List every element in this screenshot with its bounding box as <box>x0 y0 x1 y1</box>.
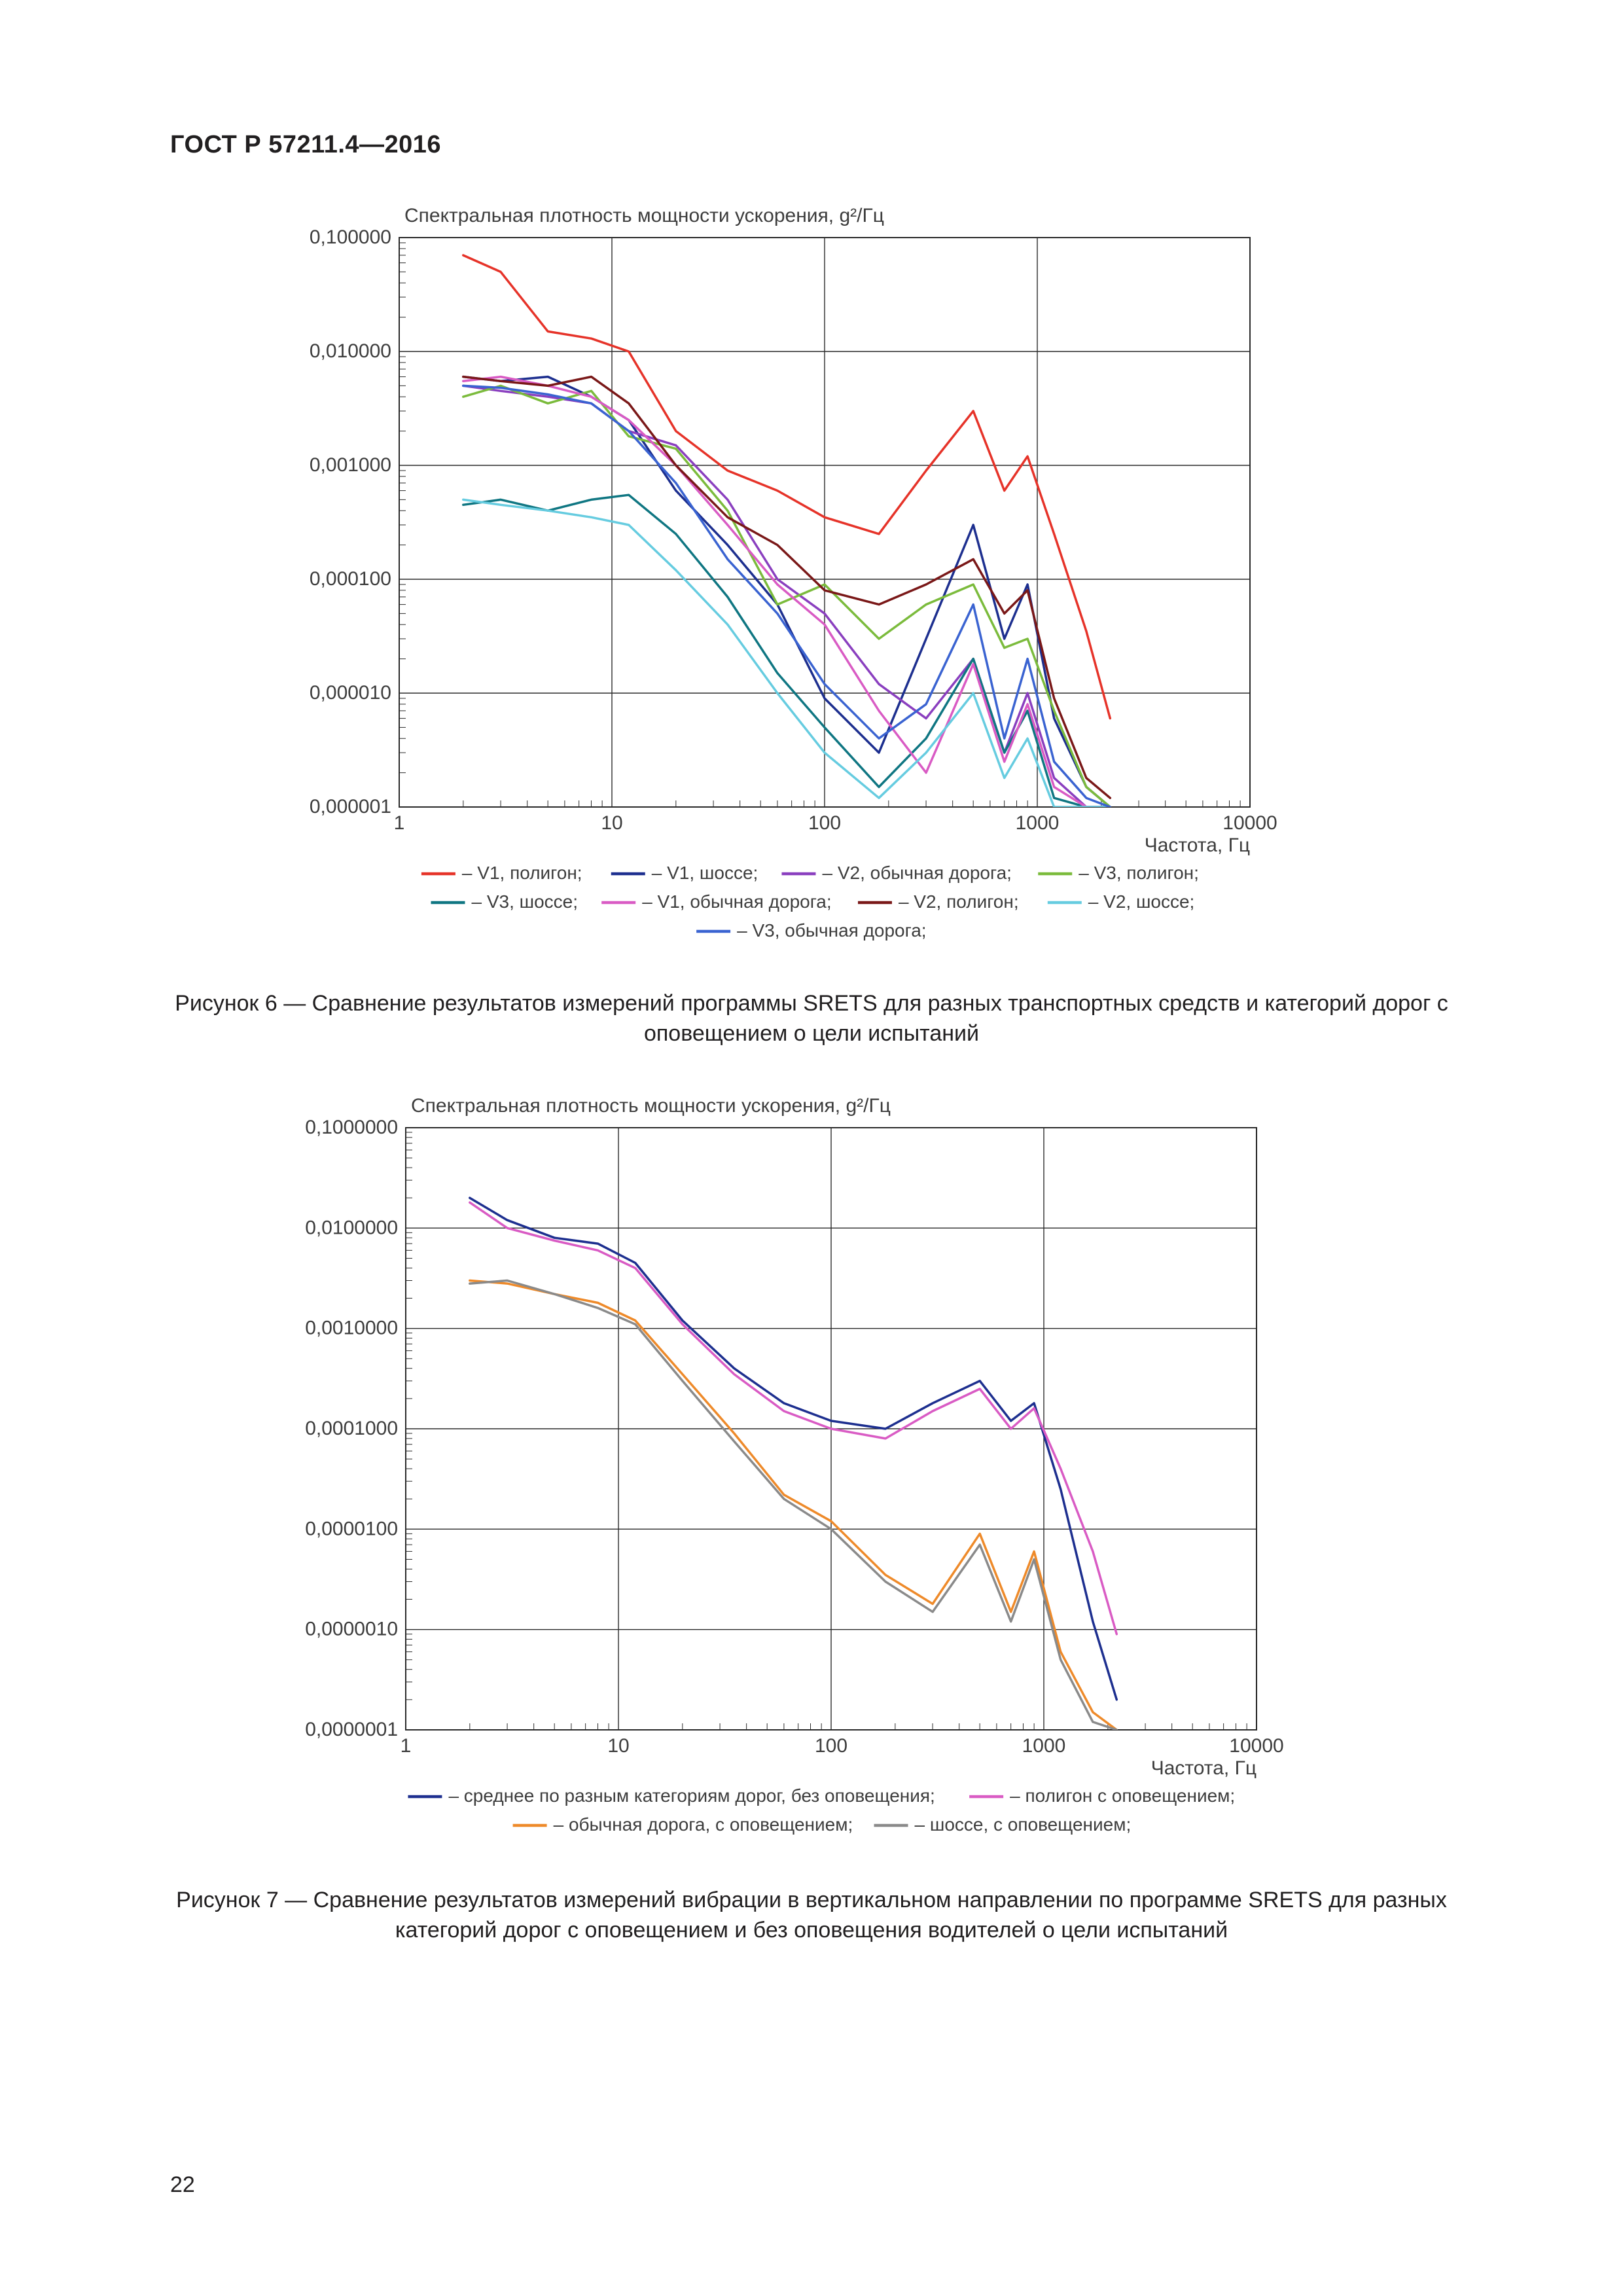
page-number: 22 <box>170 2172 195 2198</box>
svg-text:100: 100 <box>815 1735 847 1757</box>
svg-text:0,0001000: 0,0001000 <box>305 1418 398 1439</box>
svg-text:0,100000: 0,100000 <box>310 226 391 248</box>
svg-text:– полигон с оповещением;: – полигон с оповещением; <box>1010 1785 1235 1806</box>
svg-text:Частота, Гц: Частота, Гц <box>1145 834 1250 856</box>
figure-6-caption: Рисунок 6 — Сравнение результатов измере… <box>170 989 1453 1049</box>
svg-text:Частота, Гц: Частота, Гц <box>1151 1757 1257 1779</box>
document-header: ГОСТ Р 57211.4—2016 <box>170 131 1453 159</box>
svg-text:0,000100: 0,000100 <box>310 568 391 590</box>
svg-text:1000: 1000 <box>1016 812 1060 834</box>
svg-text:– среднее по разным категориям: – среднее по разным категориям дорог, бе… <box>448 1785 935 1806</box>
svg-text:1: 1 <box>394 812 405 834</box>
svg-text:– V3, полигон;: – V3, полигон; <box>1079 863 1199 883</box>
svg-text:– V2, полигон;: – V2, полигон; <box>899 891 1019 912</box>
svg-text:– шоссе, с оповещением;: – шоссе, с оповещением; <box>915 1814 1132 1835</box>
svg-text:0,0100000: 0,0100000 <box>305 1217 398 1238</box>
svg-text:10: 10 <box>601 812 622 834</box>
figure-7-caption: Рисунок 7 — Сравнение результатов измере… <box>170 1886 1453 1946</box>
svg-text:0,000010: 0,000010 <box>310 682 391 704</box>
svg-text:1: 1 <box>401 1735 412 1757</box>
figure-6: Спектральная плотность мощности ускорени… <box>170 198 1453 1049</box>
svg-text:– V1, обычная дорога;: – V1, обычная дорога; <box>642 891 831 912</box>
svg-text:– V2, шоссе;: – V2, шоссе; <box>1088 891 1195 912</box>
svg-text:– V3, шоссе;: – V3, шоссе; <box>471 891 578 912</box>
svg-text:100: 100 <box>808 812 841 834</box>
svg-text:– V2, обычная дорога;: – V2, обычная дорога; <box>822 863 1011 883</box>
svg-text:0,0000001: 0,0000001 <box>305 1719 398 1740</box>
svg-text:Спектральная плотность мощност: Спектральная плотность мощности ускорени… <box>411 1095 891 1117</box>
svg-text:10000: 10000 <box>1222 812 1277 834</box>
svg-text:0,0000100: 0,0000100 <box>305 1518 398 1539</box>
svg-text:0,001000: 0,001000 <box>310 454 391 476</box>
svg-text:1000: 1000 <box>1022 1735 1066 1757</box>
svg-text:0,1000000: 0,1000000 <box>305 1117 398 1138</box>
svg-text:– V1, шоссе;: – V1, шоссе; <box>652 863 758 883</box>
svg-text:– обычная дорога, с оповещение: – обычная дорога, с оповещением; <box>554 1814 853 1835</box>
svg-text:– V3, обычная дорога;: – V3, обычная дорога; <box>737 920 926 941</box>
figure-7: Спектральная плотность мощности ускорени… <box>170 1088 1453 1946</box>
svg-text:0,0010000: 0,0010000 <box>305 1317 398 1338</box>
svg-text:– V1, полигон;: – V1, полигон; <box>462 863 582 883</box>
svg-text:0,000001: 0,000001 <box>310 796 391 817</box>
svg-text:0,0000010: 0,0000010 <box>305 1618 398 1640</box>
svg-text:10000: 10000 <box>1229 1735 1283 1757</box>
svg-text:10: 10 <box>607 1735 629 1757</box>
svg-text:0,010000: 0,010000 <box>310 340 391 362</box>
svg-text:Спектральная плотность мощност: Спектральная плотность мощности ускорени… <box>404 205 884 226</box>
